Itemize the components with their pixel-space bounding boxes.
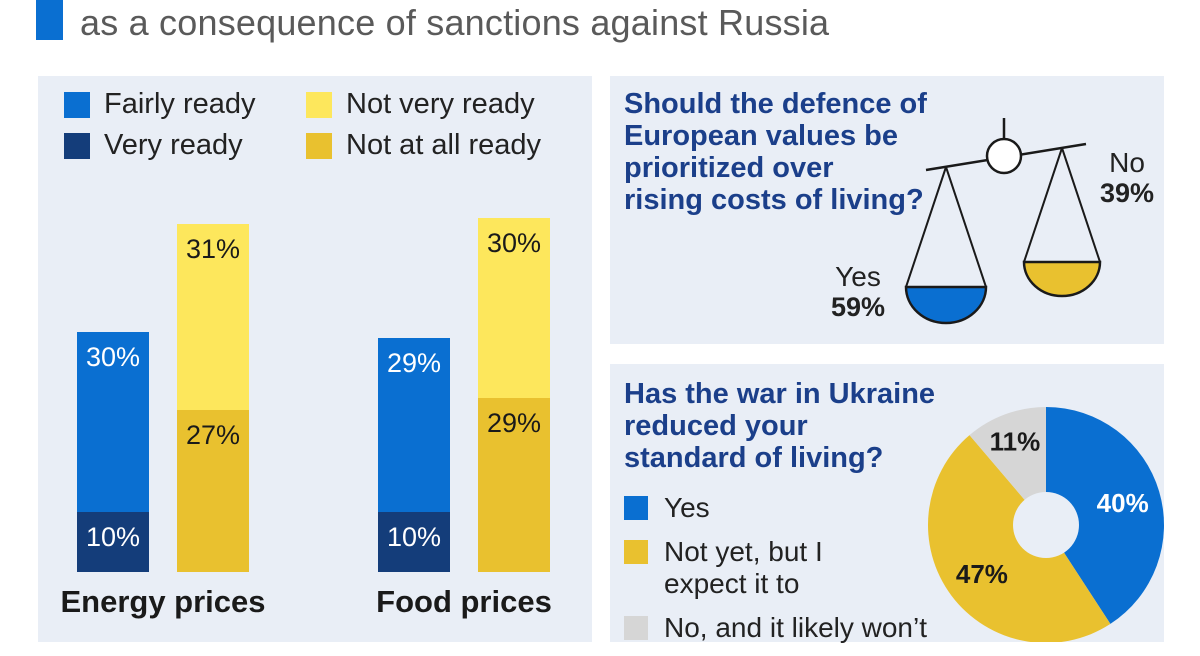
bar-value-label: 10% xyxy=(86,522,140,552)
legend-label-fairly-ready: Fairly ready xyxy=(104,88,256,120)
bar-food-prices-not-at-all-ready xyxy=(478,398,550,572)
legend-swatch-fairly-ready xyxy=(64,91,90,118)
legend-item-not-very-ready: Not very ready xyxy=(306,88,535,121)
pie-legend-item-yes: Yes xyxy=(624,492,927,524)
pie-legend-swatch-no xyxy=(624,616,648,640)
legend-label-very-ready: Very ready xyxy=(104,129,243,161)
pie-legend-swatch-yes xyxy=(624,496,648,520)
pie-legend-label-no: No, and it likely won’t xyxy=(664,612,928,643)
bar-value-label: 30% xyxy=(86,342,140,372)
legend-swatch-not-very-ready xyxy=(306,91,332,118)
scale-question-title-line: Should the defence of xyxy=(624,88,927,120)
stacked-bar-chart: 10% 30% 27% 31% Energy prices 10% 29% 29% 30% Foo… xyxy=(60,218,552,619)
bar-value-label: 29% xyxy=(487,408,541,438)
bar-value-label: 29% xyxy=(387,348,441,378)
scale-question-title-line: prioritized over xyxy=(624,152,834,184)
pie-legend-item-no: No, and it likely won’t xyxy=(624,612,927,644)
chart-title: as a consequence of sanctions against Ru… xyxy=(80,2,830,43)
bar-energy-prices-fairly-ready xyxy=(77,332,149,512)
bar-value-label: 30% xyxy=(487,228,541,258)
legend-label-not-very-ready: Not very ready xyxy=(346,88,535,120)
legend-swatch-not-at-all-ready xyxy=(306,132,332,159)
scale-yes-value: 59% xyxy=(830,292,886,322)
pie-question-title-line: reduced your xyxy=(624,410,808,442)
pie-legend-label-yes: Yes xyxy=(664,492,710,523)
bar-food-prices-very-ready xyxy=(378,512,450,572)
legend-item-not-at-all-ready: Not at all ready xyxy=(306,129,541,162)
legend-swatch-very-ready xyxy=(64,132,90,159)
category-label-energy-prices: Energy prices xyxy=(60,584,265,619)
pie-question-title: Has the war in Ukraine reduced your stan… xyxy=(624,378,935,474)
scale-yes-text: Yes xyxy=(835,261,881,292)
bar-value-label: 27% xyxy=(186,420,240,450)
pie-legend-item-not-yet: Not yet, but I expect it to xyxy=(624,536,927,600)
pie-question-title-line: Has the war in Ukraine xyxy=(624,378,936,410)
scale-yes-label: Yes 59% xyxy=(820,261,896,323)
bar-value-label: 31% xyxy=(186,234,240,264)
pie-legend-label-line: expect it to xyxy=(664,568,800,599)
bar-energy-prices-very-ready xyxy=(77,512,149,572)
legend-item-very-ready: Very ready xyxy=(64,129,243,162)
pie-legend-label-not-yet: Not yet, but I expect it to xyxy=(664,536,823,600)
category-label-food-prices: Food prices xyxy=(376,584,552,619)
bar-food-prices-not-very-ready xyxy=(478,218,550,398)
bar-energy-prices-not-at-all-ready xyxy=(177,410,249,572)
legend-label-not-at-all-ready: Not at all ready xyxy=(346,129,542,161)
bar-value-label: 10% xyxy=(387,522,441,552)
scale-question-title-line: European values be xyxy=(624,120,898,152)
pie-legend-swatch-not-yet xyxy=(624,540,648,564)
scale-question-title-line: rising costs of living? xyxy=(624,184,924,216)
scale-question-title: Should the defence of European values be… xyxy=(624,88,927,216)
legend-item-fairly-ready: Fairly ready xyxy=(64,88,256,121)
pie-legend-label-line: Not yet, but I xyxy=(664,536,823,567)
scale-no-value: 39% xyxy=(1099,178,1155,208)
scale-no-text: No xyxy=(1109,147,1145,178)
bar-food-prices-fairly-ready xyxy=(378,338,450,512)
bar-energy-prices-not-very-ready xyxy=(177,224,249,410)
scale-no-label: No 39% xyxy=(1090,147,1164,209)
title-accent-bar xyxy=(36,0,63,40)
pie-question-title-line: standard of living? xyxy=(624,442,884,474)
pie-legend: Yes Not yet, but I expect it to No, and … xyxy=(624,492,927,656)
